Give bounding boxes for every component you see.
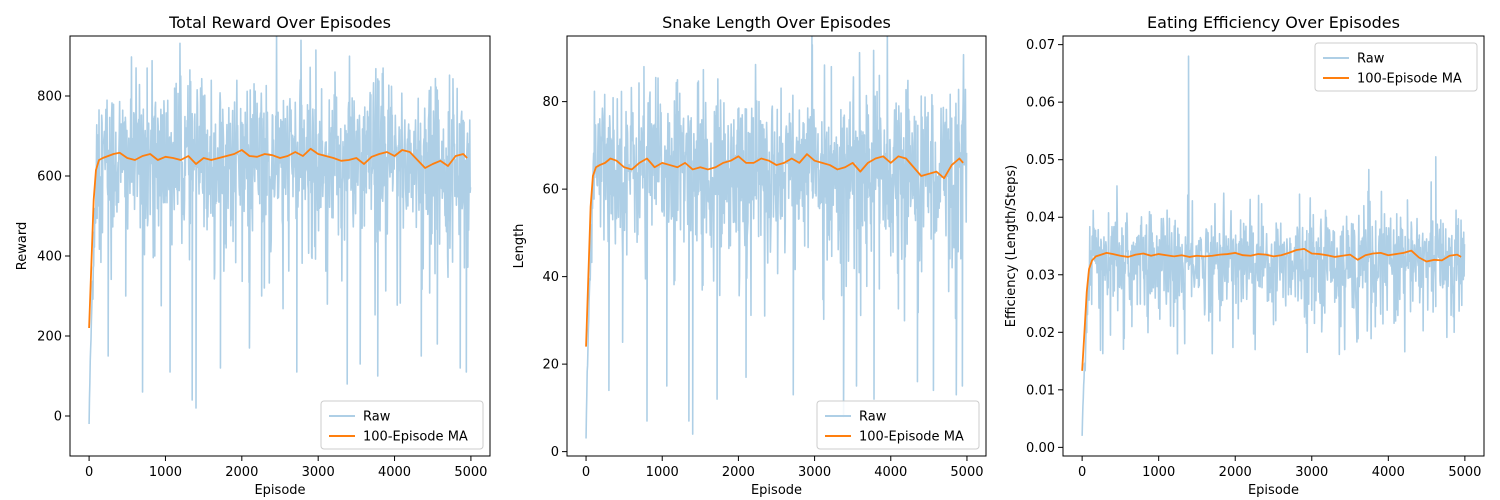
x-axis-label: Episode — [254, 483, 305, 498]
y-tick-label: 0.06 — [1026, 96, 1055, 111]
y-tick-label: 0.05 — [1026, 153, 1055, 168]
y-axis-label: Length — [512, 224, 527, 269]
series-ma-line — [1081, 247, 1462, 371]
legend: Raw 100-Episode MA — [816, 400, 980, 450]
x-tick-label: 1000 — [646, 465, 679, 480]
legend-label: Raw — [1357, 52, 1385, 67]
legend-label: Raw — [859, 410, 887, 425]
y-tick-label: 400 — [37, 250, 62, 265]
y-tick-label: 60 — [542, 183, 559, 198]
y-tick-label: 0.07 — [1026, 38, 1055, 53]
chart-title: Total Reward Over Episodes — [168, 13, 391, 32]
legend-label: 100-Episode MA — [859, 430, 964, 445]
y-tick-label: 0 — [54, 410, 62, 425]
series-ma-line — [585, 153, 964, 347]
x-tick-label: 1000 — [1142, 465, 1175, 480]
y-tick-label: 0 — [551, 445, 559, 460]
plot-frame — [1062, 35, 1485, 457]
y-axis-label: Reward — [15, 222, 30, 270]
y-tick-label: 0.02 — [1026, 326, 1055, 341]
legend-label: Raw — [363, 410, 391, 425]
y-tick-label: 0.00 — [1026, 441, 1055, 456]
y-tick-label: 0.04 — [1026, 211, 1055, 226]
legend-box — [320, 400, 484, 450]
legend-box — [1314, 42, 1478, 92]
series-raw-line — [585, 36, 968, 439]
x-tick-label: 2000 — [225, 465, 258, 480]
x-tick-label: 1000 — [149, 465, 182, 480]
y-tick-label: 20 — [542, 358, 559, 373]
chart-panel-2: 0 1000 2000 3000 4000 5000 0 20 40 60 80 Snake Leng… — [512, 13, 987, 498]
x-tick-label: 5000 — [454, 465, 487, 480]
legend-label: 100-Episode MA — [363, 430, 468, 445]
x-tick-label: 5000 — [950, 465, 983, 480]
x-axis-label: Episode — [751, 483, 802, 498]
plot-frame — [69, 35, 491, 457]
y-tick-label: 0.03 — [1026, 268, 1055, 283]
y-tick-label: 80 — [542, 95, 559, 110]
legend: Raw 100-Episode MA — [320, 400, 484, 450]
x-tick-label: 2000 — [1219, 465, 1252, 480]
x-tick-label: 3000 — [1295, 465, 1328, 480]
x-tick-label: 5000 — [1448, 465, 1481, 480]
plot-area — [1081, 55, 1466, 436]
series-ma-line — [88, 147, 468, 329]
series-raw-line — [1081, 55, 1466, 436]
chart-panel-3: 0 1000 2000 3000 4000 5000 0.00 0.01 0.02 0.03 0.0… — [1004, 13, 1485, 498]
plot-area — [585, 36, 968, 439]
legend-box — [816, 400, 980, 450]
legend-label: 100-Episode MA — [1357, 72, 1462, 87]
x-tick-label: 3000 — [798, 465, 831, 480]
x-tick-label: 0 — [582, 465, 590, 480]
x-tick-label: 0 — [85, 465, 93, 480]
x-axis-label: Episode — [1248, 483, 1299, 498]
y-tick-label: 800 — [37, 90, 62, 105]
y-tick-label: 200 — [37, 330, 62, 345]
legend: Raw 100-Episode MA — [1314, 42, 1478, 92]
x-tick-label: 4000 — [874, 465, 907, 480]
x-tick-label: 4000 — [378, 465, 411, 480]
x-tick-label: 0 — [1078, 465, 1086, 480]
y-tick-label: 600 — [37, 170, 62, 185]
plot-area — [88, 36, 472, 425]
plot-frame — [566, 35, 987, 457]
y-tick-label: 0.01 — [1026, 383, 1055, 398]
chart-panel-1: 0 1000 2000 3000 4000 5000 0 200 400 600 800 Total … — [15, 13, 491, 498]
chart-title: Snake Length Over Episodes — [662, 13, 891, 32]
x-tick-label: 2000 — [722, 465, 755, 480]
chart-title: Eating Efficiency Over Episodes — [1147, 13, 1400, 32]
y-axis-label: Efficiency (Length/Steps) — [1004, 165, 1019, 328]
x-tick-label: 4000 — [1372, 465, 1405, 480]
y-tick-label: 40 — [542, 270, 559, 285]
x-tick-label: 3000 — [302, 465, 335, 480]
series-raw-line — [88, 36, 472, 425]
